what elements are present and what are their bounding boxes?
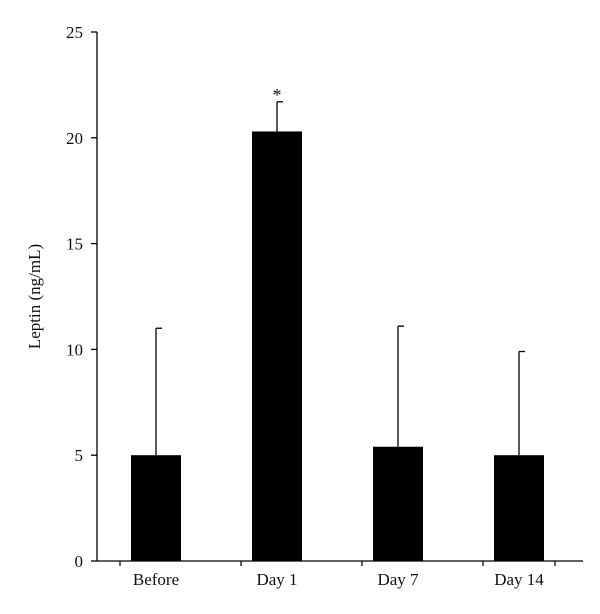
significance-marker: * xyxy=(273,85,282,105)
bar xyxy=(252,131,302,561)
x-tick-label: Day 1 xyxy=(256,570,297,589)
y-axis-label: Leptin (ng/mL) xyxy=(25,244,44,349)
y-tick-label: 25 xyxy=(66,23,83,42)
bar xyxy=(131,455,181,561)
y-ticks: 0 5 10 15 20 25 xyxy=(66,23,97,571)
x-tick-label: Before xyxy=(133,570,179,589)
y-tick-label: 10 xyxy=(66,340,83,359)
bar xyxy=(494,455,544,561)
x-tick-labels: Before Day 1 Day 7 Day 14 xyxy=(119,561,556,589)
y-tick-label: 20 xyxy=(66,129,83,148)
y-tick-label: 5 xyxy=(75,446,84,465)
x-tick-label: Day 7 xyxy=(377,570,419,589)
y-tick-label: 15 xyxy=(66,235,83,254)
error-bars xyxy=(155,101,525,456)
bars xyxy=(131,131,544,561)
annotations: * xyxy=(273,85,282,105)
bar xyxy=(373,446,423,561)
x-tick-label: Day 14 xyxy=(494,570,544,589)
y-tick-label: 0 xyxy=(75,552,84,571)
